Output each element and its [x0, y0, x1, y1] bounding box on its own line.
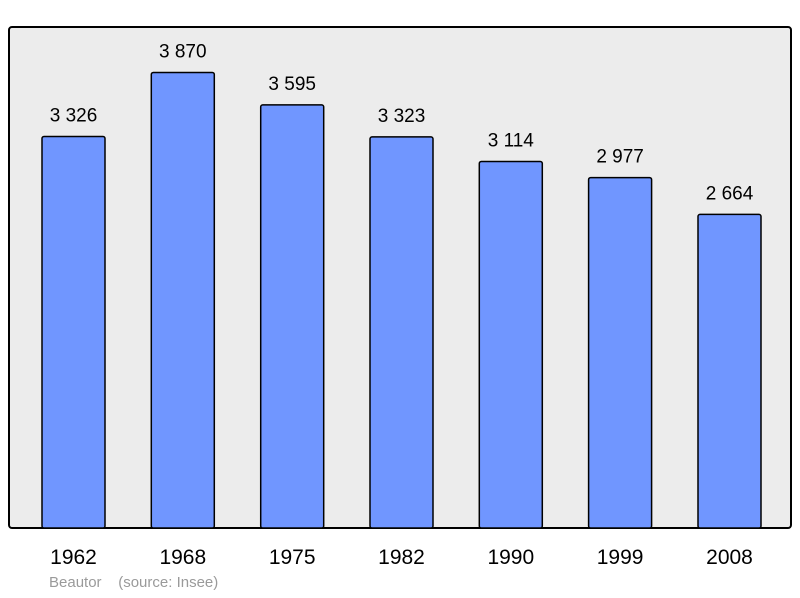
source-note: (source: Insee) [118, 574, 219, 591]
bar-1968 [150, 71, 216, 529]
x-tick-label-1962: 1962 [50, 546, 97, 569]
x-tick-label-1975: 1975 [269, 546, 316, 569]
chart-footer: Beautor (source: Insee) [49, 574, 218, 591]
x-tick-label-1968: 1968 [159, 546, 206, 569]
x-tick-label-2008: 2008 [706, 546, 753, 569]
bar-1990 [478, 160, 544, 529]
value-label-1968: 3 870 [159, 42, 207, 63]
value-label-1975: 3 595 [268, 74, 316, 95]
bar-1982 [369, 136, 434, 529]
bar-2008 [697, 213, 762, 529]
x-tick-label-1999: 1999 [597, 546, 644, 569]
value-label-1982: 3 323 [378, 106, 426, 127]
value-labels-group: 3 326 3 870 3 595 3 323 3 114 2 977 2 664 [50, 42, 754, 205]
bar-1975 [259, 104, 325, 529]
bars-group [41, 71, 762, 529]
bar-1999 [587, 176, 653, 529]
x-axis-tick-labels: 1962 1968 1975 1982 1990 1999 2008 [50, 546, 753, 569]
value-label-1962: 3 326 [50, 106, 98, 127]
value-label-1990: 3 114 [488, 131, 535, 152]
value-label-1999: 2 977 [596, 147, 644, 168]
commune-name: Beautor [49, 574, 102, 591]
x-tick-label-1990: 1990 [487, 546, 534, 569]
bar-1962 [41, 135, 106, 529]
value-label-2008: 2 664 [706, 183, 754, 204]
x-tick-label-1982: 1982 [378, 546, 425, 569]
